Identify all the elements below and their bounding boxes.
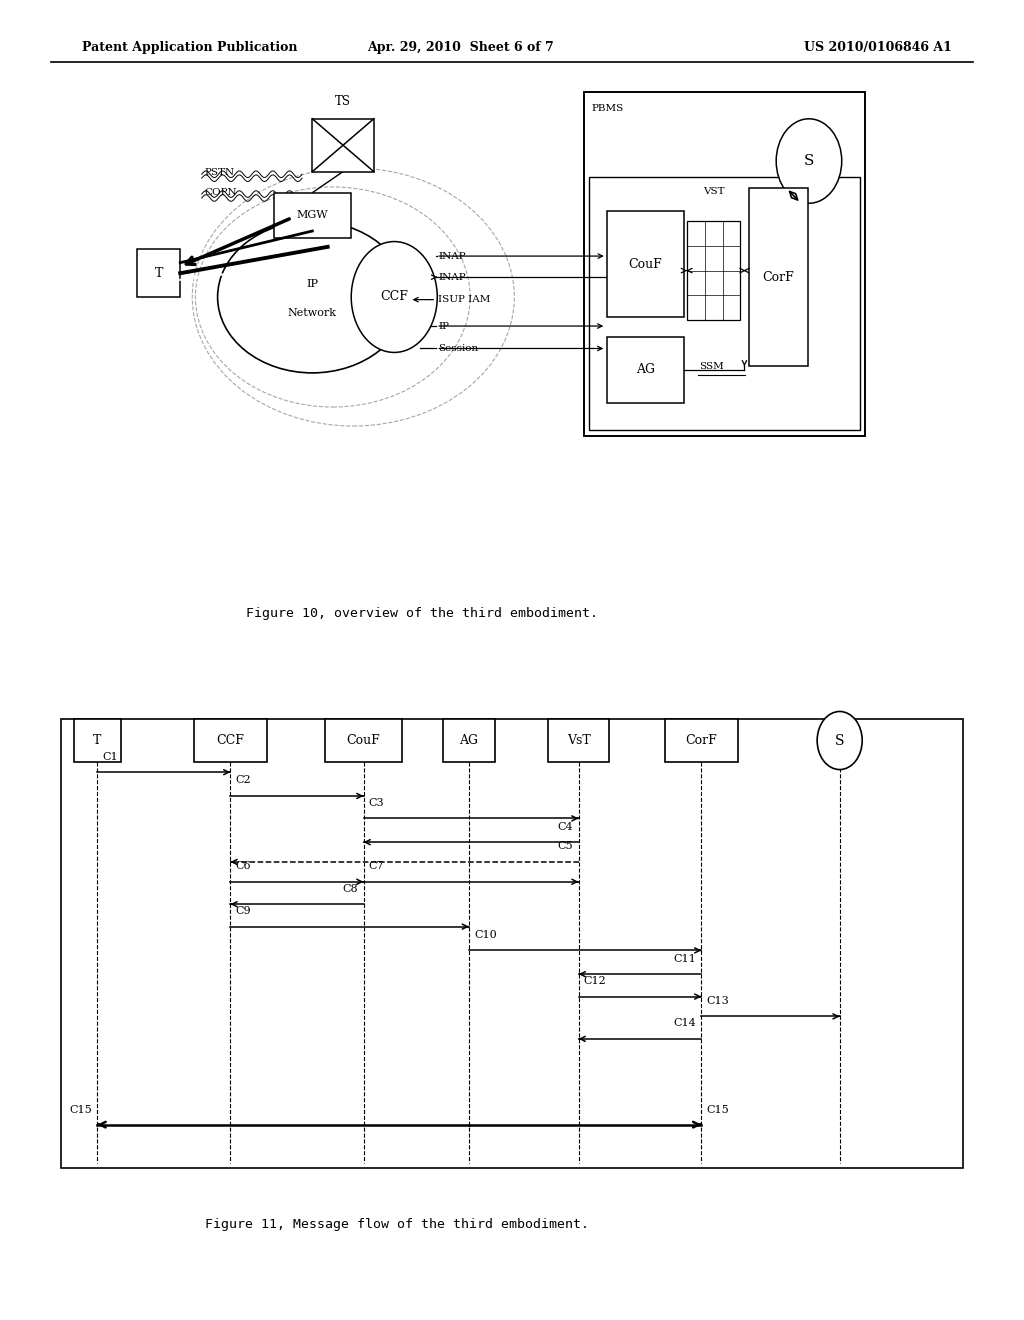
Text: ISUP IAM: ISUP IAM bbox=[438, 296, 490, 304]
Text: S: S bbox=[804, 154, 814, 168]
Bar bbox=[589, 177, 860, 430]
Bar bbox=[606, 337, 684, 403]
Text: PSTN: PSTN bbox=[205, 169, 234, 177]
Circle shape bbox=[351, 242, 437, 352]
Text: C1: C1 bbox=[102, 751, 118, 762]
Text: C10: C10 bbox=[474, 929, 497, 940]
Text: C13: C13 bbox=[707, 995, 729, 1006]
Text: C14: C14 bbox=[674, 1018, 696, 1028]
Text: Network: Network bbox=[288, 308, 337, 318]
Text: INAP: INAP bbox=[438, 273, 466, 281]
Text: S: S bbox=[835, 734, 845, 747]
Text: VST: VST bbox=[702, 187, 725, 195]
Text: C5: C5 bbox=[558, 841, 573, 851]
Bar bbox=[584, 92, 865, 436]
Text: TS: TS bbox=[335, 95, 351, 108]
Text: AG: AG bbox=[636, 363, 654, 376]
Bar bbox=[665, 719, 738, 762]
Text: COPN: COPN bbox=[205, 189, 238, 197]
Text: CouF: CouF bbox=[629, 257, 662, 271]
Text: C7: C7 bbox=[369, 861, 384, 871]
Bar bbox=[548, 719, 609, 762]
Bar bbox=[61, 719, 963, 1168]
Text: C9: C9 bbox=[236, 906, 251, 916]
Bar bbox=[274, 193, 350, 238]
Text: SSM: SSM bbox=[699, 363, 724, 371]
Text: Session: Session bbox=[438, 345, 478, 352]
Text: CouF: CouF bbox=[347, 734, 380, 747]
Bar bbox=[312, 119, 374, 172]
Text: CCF: CCF bbox=[380, 290, 409, 304]
Circle shape bbox=[817, 711, 862, 770]
Text: IP: IP bbox=[438, 322, 450, 330]
Bar bbox=[606, 211, 684, 317]
Text: C8: C8 bbox=[343, 883, 358, 894]
Text: C4: C4 bbox=[558, 821, 573, 832]
Text: AG: AG bbox=[460, 734, 478, 747]
Bar bbox=[687, 220, 740, 319]
Text: IP: IP bbox=[306, 279, 318, 289]
Text: C12: C12 bbox=[584, 975, 606, 986]
Bar bbox=[443, 719, 495, 762]
Text: T: T bbox=[155, 267, 163, 280]
Ellipse shape bbox=[217, 220, 407, 372]
Circle shape bbox=[776, 119, 842, 203]
Text: CorF: CorF bbox=[762, 271, 795, 284]
Bar bbox=[749, 187, 808, 366]
Text: Apr. 29, 2010  Sheet 6 of 7: Apr. 29, 2010 Sheet 6 of 7 bbox=[368, 41, 554, 54]
Text: C15: C15 bbox=[707, 1105, 729, 1115]
Text: Patent Application Publication: Patent Application Publication bbox=[82, 41, 297, 54]
Text: US 2010/0106846 A1: US 2010/0106846 A1 bbox=[805, 41, 952, 54]
Bar bbox=[137, 249, 180, 297]
Text: INAP: INAP bbox=[438, 252, 466, 260]
Text: C2: C2 bbox=[236, 775, 251, 785]
Text: C11: C11 bbox=[674, 953, 696, 964]
Text: MGW: MGW bbox=[297, 210, 328, 220]
Text: VsT: VsT bbox=[566, 734, 591, 747]
Text: CCF: CCF bbox=[216, 734, 245, 747]
Text: T: T bbox=[93, 734, 101, 747]
Text: C15: C15 bbox=[70, 1105, 92, 1115]
Bar bbox=[325, 719, 402, 762]
Text: C3: C3 bbox=[369, 797, 384, 808]
Text: Figure 11, Message flow of the third embodiment.: Figure 11, Message flow of the third emb… bbox=[205, 1218, 589, 1232]
Text: CorF: CorF bbox=[685, 734, 718, 747]
Bar bbox=[194, 719, 267, 762]
Text: PBMS: PBMS bbox=[592, 104, 624, 112]
Text: C6: C6 bbox=[236, 861, 251, 871]
Text: Figure 10, overview of the third embodiment.: Figure 10, overview of the third embodim… bbox=[246, 607, 598, 620]
Bar bbox=[74, 719, 121, 762]
